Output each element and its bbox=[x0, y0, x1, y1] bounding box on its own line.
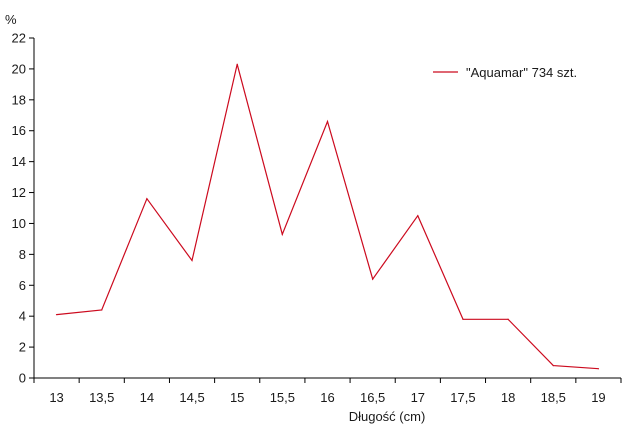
x-ticks: 13 13,5 14 14,5 15 15,5 16 16,5 17 17,5 18 18,5 19 bbox=[33, 378, 622, 405]
x-tick-label: 14,5 bbox=[179, 390, 204, 405]
y-tick-label: 20 bbox=[12, 61, 26, 76]
data-point bbox=[55, 314, 58, 316]
x-tick-label: 17 bbox=[411, 390, 425, 405]
x-tick-label: 18 bbox=[501, 390, 515, 405]
data-point bbox=[462, 318, 464, 320]
data-point bbox=[552, 365, 554, 367]
data-point bbox=[146, 198, 148, 200]
x-tick-label: 13,5 bbox=[89, 390, 114, 405]
x-tick-label: 13 bbox=[49, 390, 63, 405]
x-tick-label: 17,5 bbox=[450, 390, 475, 405]
y-tick-label: 18 bbox=[12, 92, 26, 107]
data-point bbox=[236, 63, 238, 65]
data-point bbox=[281, 233, 283, 235]
y-axis-label: % bbox=[5, 12, 17, 27]
y-tick-label: 12 bbox=[12, 185, 26, 200]
axes bbox=[33, 38, 621, 379]
y-tick-label: 2 bbox=[19, 340, 26, 355]
x-tick-label: 15 bbox=[230, 390, 244, 405]
y-tick-label: 22 bbox=[12, 31, 26, 46]
x-axis-label: Długość (cm) bbox=[349, 409, 426, 424]
y-tick-label: 0 bbox=[19, 371, 26, 386]
y-tick-label: 10 bbox=[12, 216, 26, 231]
series-line bbox=[56, 64, 599, 370]
x-tick-label: 19 bbox=[591, 390, 605, 405]
y-tick-label: 4 bbox=[19, 309, 26, 324]
x-tick-label: 14 bbox=[140, 390, 154, 405]
x-tick-label: 16,5 bbox=[360, 390, 385, 405]
data-point bbox=[507, 318, 509, 320]
data-point bbox=[417, 215, 419, 217]
y-tick-label: 16 bbox=[12, 123, 26, 138]
y-ticks: 0 2 4 6 8 10 12 14 16 18 20 22 bbox=[12, 31, 34, 386]
legend: "Aquamar" 734 szt. bbox=[433, 65, 577, 80]
x-tick-label: 18,5 bbox=[541, 390, 566, 405]
x-tick-label: 15,5 bbox=[270, 390, 295, 405]
data-point bbox=[101, 309, 103, 311]
legend-label: "Aquamar" 734 szt. bbox=[466, 65, 577, 80]
x-tick-label: 16 bbox=[320, 390, 334, 405]
data-point bbox=[326, 120, 329, 123]
data-point bbox=[372, 278, 374, 280]
y-tick-label: 8 bbox=[19, 247, 26, 262]
series-layer bbox=[55, 63, 600, 370]
data-point bbox=[597, 368, 600, 370]
data-point bbox=[191, 259, 193, 262]
y-tick-label: 6 bbox=[19, 278, 26, 293]
y-tick-label: 14 bbox=[12, 154, 26, 169]
